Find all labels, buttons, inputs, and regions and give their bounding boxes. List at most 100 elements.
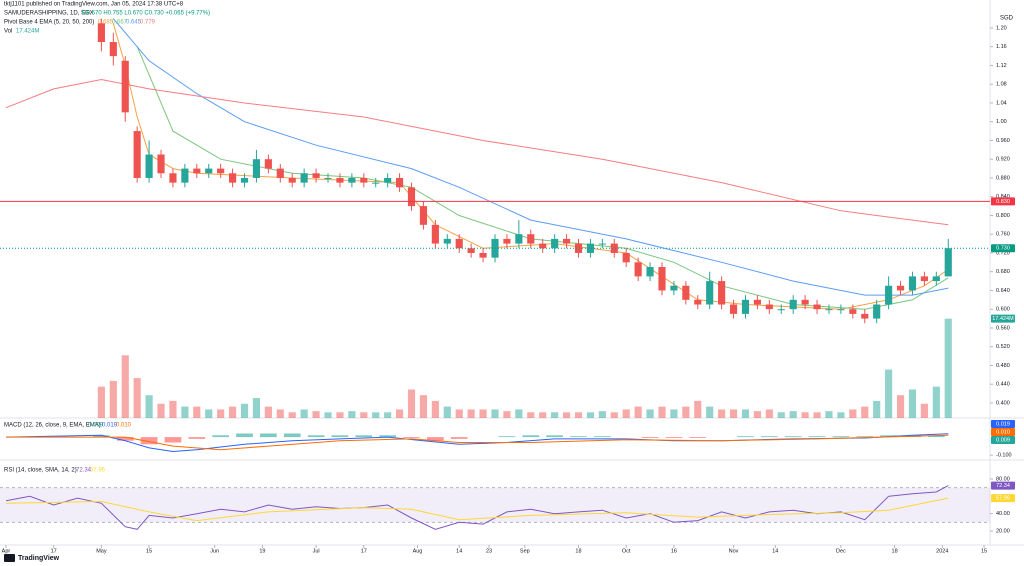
macd-histogram xyxy=(212,435,230,438)
signal-label: 0.010 xyxy=(996,429,1010,435)
currency: SGD xyxy=(1000,16,1014,22)
candle-body xyxy=(896,285,905,291)
volume-bar xyxy=(503,411,511,418)
volume-bar xyxy=(443,406,451,418)
y-tick-label: -0.100 xyxy=(996,453,1012,459)
volume-bar xyxy=(455,409,463,418)
y-tick-label: 0.720 xyxy=(996,250,1010,256)
candle-body xyxy=(849,309,857,314)
volume-bar xyxy=(527,412,535,418)
candle-body xyxy=(300,173,308,183)
candle-body xyxy=(718,281,726,305)
candle-body xyxy=(193,168,201,174)
candle-body xyxy=(169,173,177,183)
y-tick-label: 40.00 xyxy=(996,511,1010,517)
volume-bar xyxy=(264,406,272,418)
volume-bar xyxy=(217,409,225,418)
x-tick-label: 14 xyxy=(772,548,778,554)
candle-body xyxy=(217,168,225,174)
volume-bar xyxy=(360,412,368,418)
price-label: 0.730 xyxy=(996,246,1010,252)
volume-bar xyxy=(252,398,261,418)
volume-bar xyxy=(837,412,845,418)
candle-body xyxy=(443,238,451,244)
macd-histogram xyxy=(260,433,277,438)
rsi-value: 72.34 xyxy=(76,468,92,474)
volume-bar xyxy=(932,386,940,418)
volume-bar xyxy=(479,409,487,418)
x-tick-label: 2024 xyxy=(936,548,948,554)
volume-bar xyxy=(574,412,583,418)
candle-body xyxy=(240,177,249,183)
candle-body xyxy=(145,154,153,178)
volume-bar xyxy=(551,412,559,418)
candle-body xyxy=(920,276,928,282)
volume-bar xyxy=(539,412,547,418)
x-tick-label: Aug xyxy=(413,548,423,554)
logo: TradingView xyxy=(18,555,60,562)
volume-bar xyxy=(873,400,881,418)
volume-bar xyxy=(658,406,666,418)
volume-bar xyxy=(396,409,404,418)
volume-bar xyxy=(598,411,606,418)
macd-legend: MACD (12, 26, close, 9, EMA, EMA) xyxy=(4,423,101,429)
volume-bar xyxy=(205,409,213,418)
volume-bar xyxy=(431,400,439,418)
candle-body xyxy=(264,159,272,169)
y-tick-label: 1.20 xyxy=(996,25,1007,31)
volume-bar xyxy=(825,411,833,418)
volume-bar xyxy=(944,318,952,418)
macd-histogram xyxy=(546,435,563,438)
candle-body xyxy=(944,248,952,277)
candle-body xyxy=(133,131,141,178)
indicator-line xyxy=(6,434,949,451)
candle-body xyxy=(610,243,618,253)
candle-body xyxy=(121,60,129,113)
signal-label-bg xyxy=(991,428,1015,436)
volume-bar xyxy=(157,403,165,418)
candle-body xyxy=(885,285,893,305)
volume-bar xyxy=(789,411,797,418)
candle-body xyxy=(276,168,284,178)
candle-body xyxy=(229,173,237,183)
volume-bar xyxy=(682,406,690,418)
volume-bar xyxy=(849,409,857,418)
x-tick-label: May xyxy=(96,548,107,554)
volume-bar xyxy=(729,409,738,418)
volume-bar xyxy=(97,386,105,418)
volume-bar xyxy=(229,406,237,418)
macd-value: 0.019 xyxy=(102,423,118,429)
y-tick-label: 0.400 xyxy=(996,400,1010,406)
publisher: tktj1101 published on TradingView.com, J… xyxy=(4,2,184,8)
volume-bar xyxy=(777,412,785,418)
x-tick-label: Apr xyxy=(2,548,11,554)
y-tick-label: 0.880 xyxy=(996,175,1010,181)
candle-body xyxy=(431,224,439,244)
candle-body xyxy=(598,243,606,245)
candle-body xyxy=(467,248,475,253)
volume-bar xyxy=(240,403,249,418)
macd-histogram xyxy=(522,435,540,438)
candle-body xyxy=(825,309,833,311)
y-tick-label: 0.840 xyxy=(996,194,1010,200)
macd-histogram xyxy=(832,436,850,438)
volume-bar xyxy=(896,395,905,418)
candle-body xyxy=(551,238,559,249)
y-tick-label: 0.920 xyxy=(996,157,1010,163)
volume-bar xyxy=(908,389,917,418)
candle-body xyxy=(407,187,416,207)
candle-body xyxy=(252,159,261,178)
rsi-label-bg xyxy=(991,494,1015,503)
volume-bar xyxy=(562,412,571,418)
candle-body xyxy=(670,285,678,291)
candle-body xyxy=(658,267,666,291)
macd-label-bg xyxy=(991,420,1015,428)
candle-body xyxy=(682,285,690,300)
candle-body xyxy=(288,177,296,183)
rsi-legend: RSI (14, close, SMA, 14, 2) xyxy=(4,468,77,474)
volume-bar xyxy=(765,409,773,418)
y-tick-label: 0.960 xyxy=(996,138,1010,144)
rsi-value: 57.96 xyxy=(90,468,106,474)
candle-body xyxy=(455,238,463,249)
